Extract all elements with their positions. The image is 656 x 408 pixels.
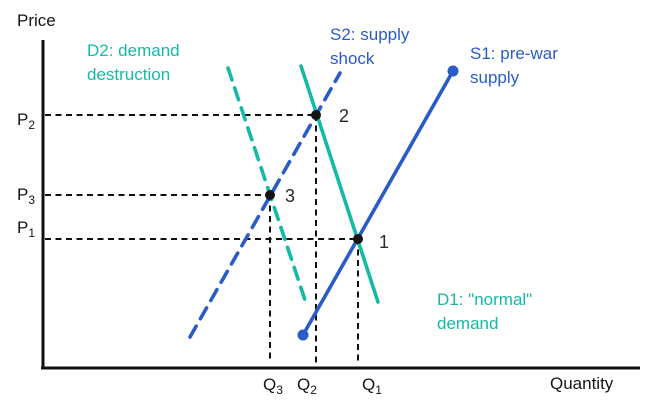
s1-endpoint-dot-bottom [297, 329, 309, 341]
point-label-3: 3 [284, 186, 296, 206]
demand-curve-d2 [226, 66, 308, 305]
curve-label-d1: D1: "normal" demand [437, 288, 532, 336]
curve-label-line: D1: "normal" [437, 290, 533, 309]
y-axis-title: Price [17, 11, 56, 30]
curve-label-line: demand [437, 314, 499, 333]
quantity-tick-q2: Q2 [285, 375, 329, 400]
tick-base: P [16, 218, 29, 237]
tick-base: P [16, 185, 29, 204]
curve-label-line: destruction [87, 65, 171, 84]
demand-curve-d1 [299, 64, 380, 304]
tick-subscript: 2 [28, 118, 35, 132]
equilibrium-point-1 [353, 234, 363, 244]
point-label-1: 1 [378, 232, 390, 252]
tick-subscript: 1 [375, 383, 382, 397]
quantity-tick-q1: Q1 [350, 375, 394, 400]
tick-subscript: 3 [276, 383, 283, 397]
tick-subscript: 2 [310, 383, 317, 397]
quantity-tick-q3: Q3 [251, 375, 295, 400]
curve-label-line: supply [470, 68, 520, 87]
tick-base: Q [263, 375, 277, 394]
curve-label-line: S1: pre-war [470, 44, 558, 63]
curve-label-line: S2: supply [330, 25, 410, 44]
x-axis-title: Quantity [550, 374, 614, 393]
price-tick-p3: P3 [0, 185, 35, 210]
curve-label-s2: S2: supply shock [330, 23, 409, 71]
price-tick-p1: P1 [0, 218, 35, 243]
equilibrium-point-2 [311, 110, 321, 120]
tick-subscript: 1 [28, 226, 35, 240]
tick-subscript: 3 [28, 193, 35, 207]
point-label-2: 2 [338, 106, 350, 126]
curve-label-line: D2: demand [87, 41, 180, 60]
price-tick-p2: P2 [0, 110, 35, 135]
curve-label-s1: S1: pre-war supply [470, 42, 558, 90]
tick-base: P [16, 110, 29, 129]
s1-endpoint-dot-top [447, 65, 459, 77]
tick-base: Q [362, 375, 376, 394]
supply-curve-s1 [301, 69, 455, 337]
curve-label-d2: D2: demand destruction [87, 39, 180, 87]
equilibrium-point-3 [265, 190, 275, 200]
curve-label-line: shock [330, 49, 375, 68]
tick-base: Q [297, 375, 311, 394]
